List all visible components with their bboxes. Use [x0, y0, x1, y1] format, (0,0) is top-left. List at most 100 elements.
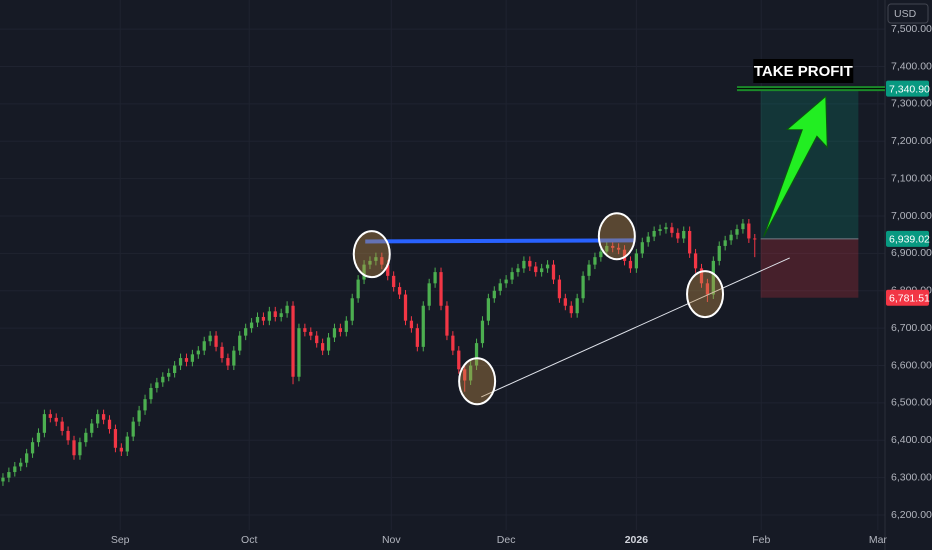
candle-body	[403, 294, 408, 321]
candle-body	[155, 382, 159, 388]
candle-body	[362, 264, 366, 280]
candle-body	[338, 328, 343, 332]
candle-body	[84, 432, 88, 443]
candle-body	[161, 376, 165, 383]
x-tick-label: Mar	[869, 534, 888, 546]
candle-body	[723, 240, 727, 246]
y-tick-label: 7,400.00	[891, 60, 932, 72]
price-label-box	[886, 289, 929, 306]
y-tick-label: 6,900.00	[891, 247, 932, 259]
candle-body	[711, 260, 715, 295]
candle-body	[143, 399, 147, 411]
candle-body	[392, 275, 396, 288]
candle-body	[705, 283, 710, 295]
y-tick-label: 6,700.00	[891, 322, 932, 334]
candle-body	[753, 238, 757, 240]
candle-body	[125, 436, 129, 452]
candle-body	[244, 328, 248, 336]
price-label-box	[886, 230, 929, 247]
candle-body	[492, 290, 496, 299]
candle-body	[267, 311, 271, 321]
candle-body	[42, 414, 47, 433]
resistance-line	[365, 238, 636, 244]
candle-body	[344, 320, 348, 332]
price-label: 7,340.90	[889, 83, 930, 95]
take-profit-box	[753, 59, 854, 84]
candle-body	[214, 335, 218, 347]
y-tick-label: 7,100.00	[891, 172, 932, 184]
candle-body	[386, 264, 390, 276]
candle-body	[545, 264, 550, 269]
candle-body	[451, 335, 455, 351]
candle-body	[226, 358, 230, 366]
price-label-box	[886, 80, 929, 97]
candle-body	[255, 316, 260, 323]
candle-body	[78, 442, 82, 456]
currency-box	[887, 3, 929, 24]
price-label: 6,781.51	[889, 292, 930, 304]
candle-body	[232, 350, 236, 366]
candle-body	[670, 227, 674, 233]
candle-body	[368, 260, 372, 265]
candle-body	[238, 335, 242, 351]
candle-body	[593, 257, 597, 265]
x-tick-label: Sep	[111, 534, 130, 546]
currency: USD	[894, 8, 917, 20]
candle-body	[54, 417, 58, 422]
candle-body	[599, 251, 603, 258]
highlight-circle	[352, 230, 391, 279]
candle-body	[421, 305, 425, 347]
candle-body	[646, 236, 650, 243]
candle-body	[249, 322, 254, 329]
candle-body	[320, 343, 325, 351]
candle-body	[326, 337, 331, 351]
candle-body	[101, 414, 106, 420]
candle-body	[96, 414, 100, 424]
candle-body	[261, 316, 266, 321]
candle-body	[581, 275, 585, 299]
candle-body	[557, 279, 562, 299]
candle-body	[688, 230, 692, 254]
candle-body	[178, 358, 183, 366]
candle-body	[149, 387, 153, 400]
candle-body	[173, 365, 177, 374]
candle-body	[569, 305, 573, 314]
candle-body	[107, 419, 112, 430]
candle-body	[439, 272, 443, 306]
candle-body	[1, 477, 5, 482]
x-tick-label: Nov	[382, 534, 401, 546]
candle-body	[374, 257, 378, 261]
candle-body	[468, 365, 473, 381]
candle-body	[741, 223, 745, 230]
candle-body	[113, 429, 118, 448]
candle-body	[184, 358, 189, 362]
highlight-circle	[597, 212, 636, 261]
candle-body	[303, 328, 307, 332]
candle-body	[66, 430, 70, 441]
candle-body	[693, 253, 698, 269]
candle-body	[72, 440, 76, 456]
candle-body	[587, 264, 591, 276]
y-tick-label: 7,300.00	[891, 98, 932, 110]
plot	[1, 88, 859, 486]
candle-body	[332, 328, 337, 338]
y-tick-label: 7,200.00	[891, 135, 932, 147]
y-tick-label: 6,600.00	[891, 359, 932, 371]
candle-body	[30, 442, 35, 454]
arrow	[763, 95, 828, 237]
candle-body	[498, 283, 502, 291]
candle-body	[19, 462, 23, 467]
candle-body	[457, 350, 461, 370]
candle-body	[534, 266, 538, 273]
candle-body	[48, 414, 52, 418]
candle-body	[463, 369, 467, 381]
candle-body	[528, 260, 532, 267]
candle-body	[729, 234, 733, 241]
candle-body	[622, 249, 627, 261]
candle-body	[480, 320, 485, 344]
candle-body	[220, 346, 224, 359]
candle-body	[291, 305, 295, 377]
candle-body	[279, 313, 283, 317]
y-tick-label: 6,300.00	[891, 471, 932, 483]
